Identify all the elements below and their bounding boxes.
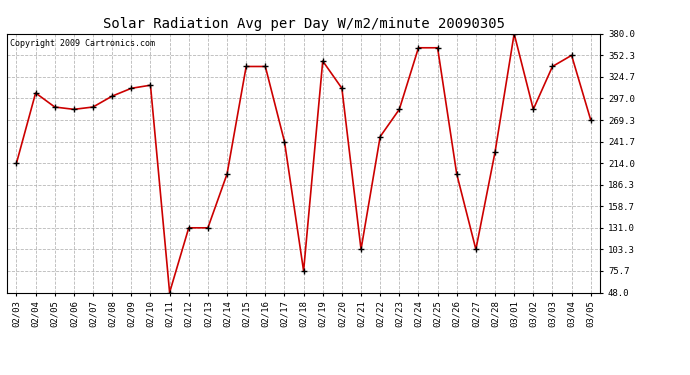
Title: Solar Radiation Avg per Day W/m2/minute 20090305: Solar Radiation Avg per Day W/m2/minute …: [103, 17, 504, 31]
Text: Copyright 2009 Cartronics.com: Copyright 2009 Cartronics.com: [10, 39, 155, 48]
